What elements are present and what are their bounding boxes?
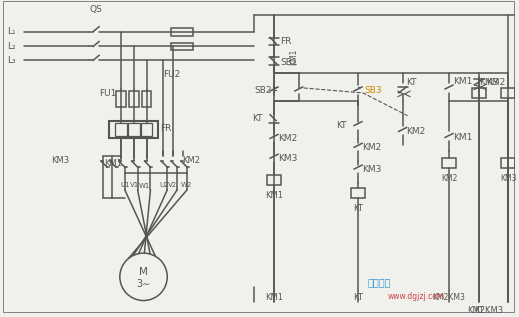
Text: 3∼: 3∼ xyxy=(136,279,151,289)
Text: SB3: SB3 xyxy=(364,87,381,95)
Text: KT: KT xyxy=(336,121,347,130)
Text: KM1: KM1 xyxy=(289,49,298,65)
Text: FR: FR xyxy=(280,37,291,46)
Bar xyxy=(472,88,486,98)
Text: SB1: SB1 xyxy=(280,58,297,67)
Text: KM3: KM3 xyxy=(278,154,297,163)
Bar xyxy=(442,158,456,168)
Bar xyxy=(129,91,139,107)
Text: L₁: L₁ xyxy=(7,27,16,36)
Text: U1: U1 xyxy=(121,182,130,188)
Text: V1: V1 xyxy=(130,182,139,188)
Text: KM2KM3: KM2KM3 xyxy=(467,307,503,315)
Text: KM2: KM2 xyxy=(278,134,297,143)
Bar xyxy=(128,123,140,136)
Bar xyxy=(501,88,515,98)
Text: L₂: L₂ xyxy=(7,42,16,51)
Text: U2: U2 xyxy=(159,182,169,188)
Text: www.dgjzj.com: www.dgjzj.com xyxy=(388,292,445,301)
Text: KM3: KM3 xyxy=(362,165,381,173)
Text: KM2: KM2 xyxy=(487,78,506,87)
Text: KT: KT xyxy=(474,307,484,315)
Text: FU1: FU1 xyxy=(99,89,116,98)
Text: W2: W2 xyxy=(181,182,193,188)
Bar xyxy=(501,158,515,168)
Text: KM3: KM3 xyxy=(500,174,516,184)
Bar xyxy=(171,42,193,50)
Text: FR: FR xyxy=(160,124,172,133)
Bar xyxy=(142,91,152,107)
Text: KT: KT xyxy=(406,78,417,87)
Text: KT: KT xyxy=(353,293,363,302)
Text: KM1: KM1 xyxy=(265,293,283,302)
Bar xyxy=(115,123,127,136)
Text: KM3: KM3 xyxy=(51,156,70,165)
Bar xyxy=(171,28,193,36)
Text: 电工之家: 电工之家 xyxy=(368,277,391,287)
Text: KM1: KM1 xyxy=(104,158,122,168)
Bar xyxy=(109,120,158,139)
Text: V2: V2 xyxy=(168,182,177,188)
Text: KM2: KM2 xyxy=(406,127,426,136)
Text: W1: W1 xyxy=(139,183,150,189)
Text: KM2: KM2 xyxy=(441,174,457,184)
Text: KT: KT xyxy=(353,204,363,213)
Bar xyxy=(351,188,365,198)
Text: KT: KT xyxy=(252,114,263,123)
Text: KM1: KM1 xyxy=(265,191,283,200)
Text: KM2: KM2 xyxy=(182,156,200,165)
Text: KM1: KM1 xyxy=(453,77,472,86)
Text: KM1: KM1 xyxy=(453,133,472,142)
Text: FU2: FU2 xyxy=(163,70,181,79)
Text: KM2KM3: KM2KM3 xyxy=(433,293,466,302)
Bar xyxy=(116,91,126,107)
Text: L₃: L₃ xyxy=(7,56,16,65)
Text: QS: QS xyxy=(89,5,102,14)
Bar xyxy=(141,123,153,136)
Text: KM2: KM2 xyxy=(362,143,381,152)
Text: SB2: SB2 xyxy=(254,87,272,95)
Bar xyxy=(267,175,281,185)
Text: KM3: KM3 xyxy=(479,78,498,87)
Text: M: M xyxy=(139,267,148,277)
